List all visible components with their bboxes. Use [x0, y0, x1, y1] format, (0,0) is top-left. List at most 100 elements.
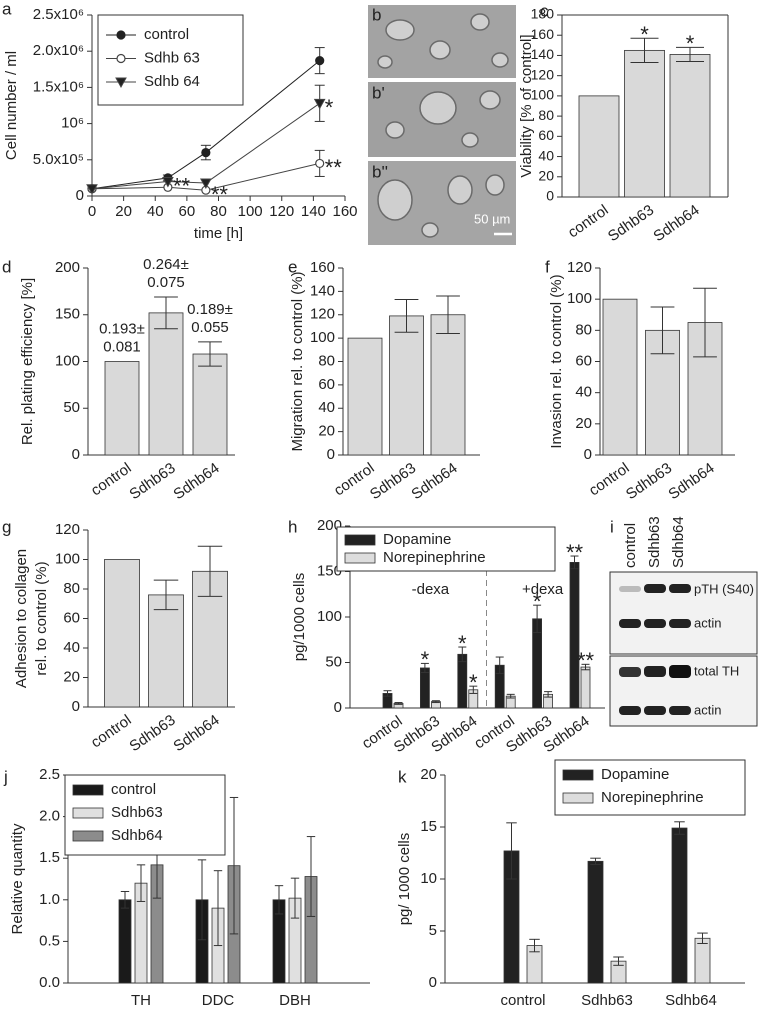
- annotation: 0.081: [103, 338, 141, 355]
- annotation: **: [325, 155, 343, 180]
- x-tick-label: control: [88, 712, 135, 752]
- legend-label: Sdhb 63: [144, 49, 200, 66]
- annotation: *: [458, 631, 467, 656]
- bar: [671, 827, 688, 984]
- y-tick-label: 20: [318, 423, 335, 440]
- legend-label: control: [144, 26, 189, 43]
- bar: [347, 337, 383, 456]
- y-tick-label: 5: [429, 922, 437, 939]
- x-axis-label: time [h]: [194, 225, 243, 242]
- y-tick-label: 50: [63, 399, 80, 416]
- y-tick-label: 50: [325, 653, 342, 670]
- panel-letter: j: [3, 767, 8, 786]
- x-tick-label: TH: [131, 992, 151, 1009]
- y-tick-label: 80: [538, 107, 554, 123]
- panel-letter: g: [2, 517, 11, 536]
- legend-label: control: [111, 781, 156, 798]
- bar: [104, 559, 140, 708]
- image-label: b'': [372, 162, 388, 181]
- y-tick-label: 0: [76, 187, 84, 204]
- annotation: *: [640, 22, 649, 47]
- panel-letter: f: [545, 257, 550, 276]
- lane-label: Sdhb64: [670, 516, 687, 568]
- y-tick-label: 120: [531, 66, 555, 82]
- legend-swatch: [562, 792, 594, 804]
- x-tick-label: Sdhb63: [623, 460, 675, 504]
- y-tick-label: 20: [538, 167, 554, 183]
- y-axis-label: pg/ 1000 cells: [396, 833, 413, 926]
- legend-label: Norepinephrine: [383, 549, 486, 566]
- image-label: b': [372, 83, 385, 102]
- legend-swatch: [72, 784, 104, 796]
- y-tick-label: 100: [310, 329, 335, 346]
- annotation: 0.055: [191, 319, 229, 336]
- x-tick-label: Sdhb64: [408, 460, 460, 504]
- y-tick-label: 140: [531, 46, 555, 62]
- y-tick-label: 120: [567, 259, 592, 276]
- x-tick-label: 40: [147, 203, 164, 220]
- x-tick-label: Sdhb63: [605, 202, 657, 246]
- line: [91, 60, 321, 190]
- x-tick-label: Sdhb64: [665, 460, 717, 504]
- y-tick-label: 60: [318, 376, 335, 393]
- x-tick-label: Sdhb64: [170, 712, 222, 756]
- panel-letter: a: [2, 0, 12, 18]
- bar: [419, 667, 430, 709]
- bar: [457, 653, 468, 709]
- legend-label: Norepinephrine: [601, 789, 704, 806]
- x-tick-label: control: [88, 460, 135, 500]
- panel-letter: h: [288, 517, 297, 536]
- y-tick-label: 2.0x10⁶: [33, 42, 84, 59]
- y-tick-label: 150: [317, 562, 342, 579]
- x-tick-label: 140: [301, 203, 326, 220]
- legend-swatch: [344, 534, 376, 546]
- band-label: actin: [694, 615, 721, 630]
- legend-label: Dopamine: [601, 766, 669, 783]
- y-tick-label: 0: [546, 188, 554, 204]
- y-tick-label: 0.5: [39, 932, 60, 949]
- y-tick-label: 60: [575, 352, 592, 369]
- annotation: 0.264±: [143, 256, 189, 273]
- y-tick-label: 15: [420, 818, 437, 835]
- legend-swatch: [344, 552, 376, 564]
- band-label: pTH (S40): [694, 581, 754, 596]
- panel-letter: k: [398, 767, 407, 786]
- legend: [554, 759, 746, 816]
- bar: [104, 361, 140, 456]
- y-tick-label: 60: [538, 127, 554, 143]
- x-tick-label: Sdhb63: [126, 460, 178, 504]
- y-tick-label: 40: [575, 384, 592, 401]
- y-tick-label: 160: [310, 259, 335, 276]
- legend-label: Sdhb 64: [144, 73, 200, 90]
- x-tick-label: DBH: [279, 992, 311, 1009]
- y-tick-label: 20: [63, 668, 80, 685]
- y-tick-label: 1.5: [39, 849, 60, 866]
- legend-marker: [116, 53, 126, 64]
- annotation: 0.193±: [99, 320, 145, 337]
- cell-clusters: [377, 13, 509, 238]
- y-tick-label: 0: [72, 446, 80, 463]
- x-tick-label: 20: [115, 203, 132, 220]
- marker: [86, 184, 98, 195]
- annotation: **: [173, 173, 191, 198]
- y-axis-label: Migration rel. to control (%): [289, 271, 306, 451]
- y-tick-label: 40: [318, 399, 335, 416]
- y-tick-label: 200: [55, 259, 80, 276]
- y-tick-label: 0: [334, 699, 342, 716]
- bar: [148, 312, 184, 456]
- annotation: *: [533, 589, 542, 614]
- bar: [430, 314, 466, 456]
- y-axis-label: Invasion rel. to control (%): [548, 274, 565, 448]
- marker: [315, 158, 325, 169]
- lane-label: control: [622, 523, 639, 568]
- micrographs: b b' b'' 50 µm: [368, 5, 516, 245]
- bar: [602, 298, 638, 456]
- y-tick-label: 100: [55, 352, 80, 369]
- panel-letter: i: [610, 517, 614, 536]
- y-tick-label: 80: [318, 352, 335, 369]
- y-tick-label: 120: [55, 521, 80, 538]
- x-tick-label: Sdhb63: [367, 460, 419, 504]
- y-tick-label: 80: [575, 321, 592, 338]
- annotation: *: [421, 647, 430, 672]
